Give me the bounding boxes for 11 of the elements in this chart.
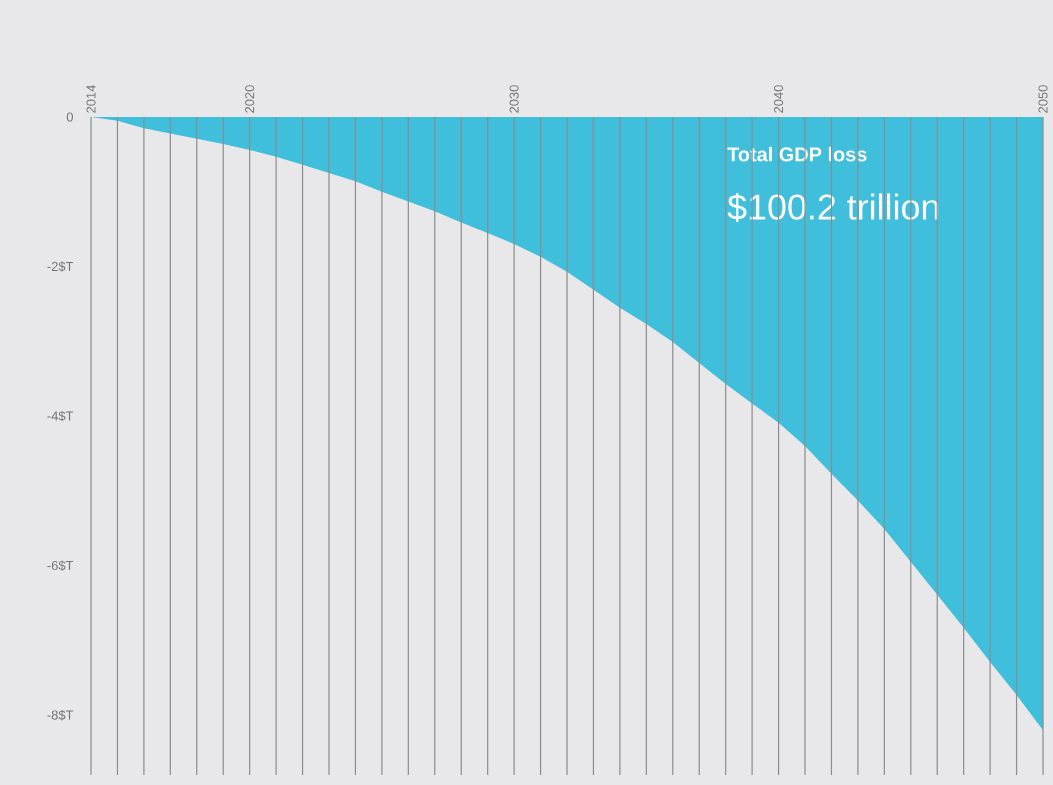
y-tick-label: -4$T: [47, 410, 74, 422]
x-tick-label: 2014: [86, 85, 96, 113]
annotation: $100.2 trillion: [727, 192, 939, 222]
y-tick-label: -2$T: [47, 261, 74, 272]
y-tick-label: -8$T: [47, 709, 74, 721]
x-tick-label: 2020: [245, 85, 255, 113]
x-tick-label: 2040: [773, 85, 784, 113]
x-tick-label: 2030: [509, 85, 519, 113]
x-tick-label: 2050: [1038, 85, 1048, 113]
y-tick-label: -6$T: [47, 560, 74, 571]
y-tick-label: 0: [66, 112, 73, 122]
